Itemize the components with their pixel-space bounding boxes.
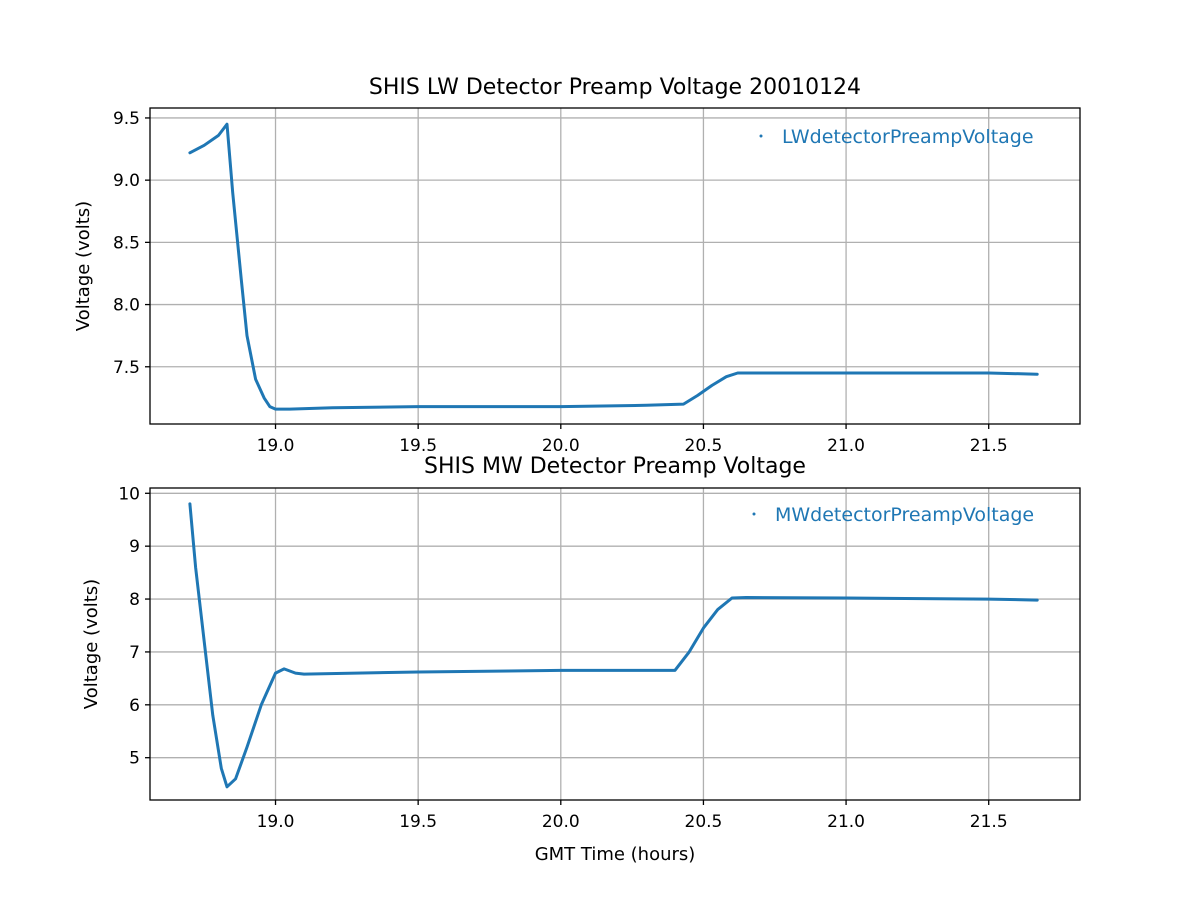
mw-x-tick-label: 20.5 (685, 812, 723, 832)
mw-y-axis-label: Voltage (volts) (81, 579, 102, 709)
lw-y-tick-label: 9.0 (113, 171, 140, 191)
lw-y-tick-label: 7.5 (113, 358, 140, 378)
mw-y-tick-label: 10 (118, 484, 140, 504)
mw-series-line (188, 502, 1039, 789)
lw-legend-marker (759, 134, 763, 138)
mw-x-tick-label: 21.5 (970, 812, 1008, 832)
mw-chart-title: SHIS MW Detector Preamp Voltage (424, 454, 806, 479)
lw-subplot: 19.0 19.5 20.0 20.5 21.0 21.57.58.08.59.09.5 … (73, 75, 1081, 456)
mw-y-tick-label: 9 (129, 537, 140, 557)
lw-x-tick-label: 20.0 (542, 436, 580, 456)
lw-legend-label: LWdetectorPreampVoltage (782, 126, 1034, 148)
lw-y-tick-label: 8.5 (113, 233, 140, 253)
lw-x-tick-label: 21.5 (970, 436, 1008, 456)
mw-subplot: 19.0 19.5 20.0 20.5 21.0 21.5 5 6 7 8 9 10 SHIS MW … (81, 454, 1081, 865)
lw-grid (150, 108, 1080, 424)
mw-x-tick-label: 21.0 (827, 812, 865, 832)
mw-plot-frame (149, 487, 1081, 801)
lw-x-tick-label: 20.5 (685, 436, 723, 456)
lw-legend: LWdetectorPreampVoltage (759, 126, 1034, 148)
lw-y-tick-label: 9.5 (113, 109, 140, 129)
mw-x-tick-label: 20.0 (542, 812, 580, 832)
lw-series-line (188, 122, 1039, 411)
mw-legend-marker (752, 512, 756, 516)
mw-legend: MWdetectorPreampVoltage (752, 504, 1034, 526)
mw-y-tick-label: 5 (129, 749, 140, 769)
lw-y-tick-label: 8.0 (113, 296, 140, 316)
lw-x-tick-label: 19.0 (257, 436, 295, 456)
mw-x-tick-label: 19.5 (399, 812, 437, 832)
mw-ticks: 19.0 19.5 20.0 20.5 21.0 21.5 5 6 7 8 9 10 (118, 484, 1007, 832)
lw-x-tick-label: 19.5 (399, 436, 437, 456)
mw-y-tick-label: 7 (129, 643, 140, 663)
mw-y-tick-label: 8 (129, 590, 140, 610)
lw-ticks: 19.0 19.5 20.0 20.5 21.0 21.5 7.5 8.0 8.5 9.0 9.5 (113, 109, 1008, 456)
lw-chart-title: SHIS LW Detector Preamp Voltage 20010124 (369, 75, 861, 100)
mw-grid (150, 488, 1080, 800)
mw-y-tick-label: 6 (129, 696, 140, 716)
mw-legend-label: MWdetectorPreampVoltage (775, 504, 1034, 526)
mw-x-axis-label: GMT Time (hours) (535, 844, 696, 865)
mw-x-tick-label: 19.0 (257, 812, 295, 832)
lw-y-axis-label: Voltage (volts) (73, 201, 94, 331)
lw-plot-frame (149, 107, 1081, 425)
lw-x-tick-label: 21.0 (827, 436, 865, 456)
